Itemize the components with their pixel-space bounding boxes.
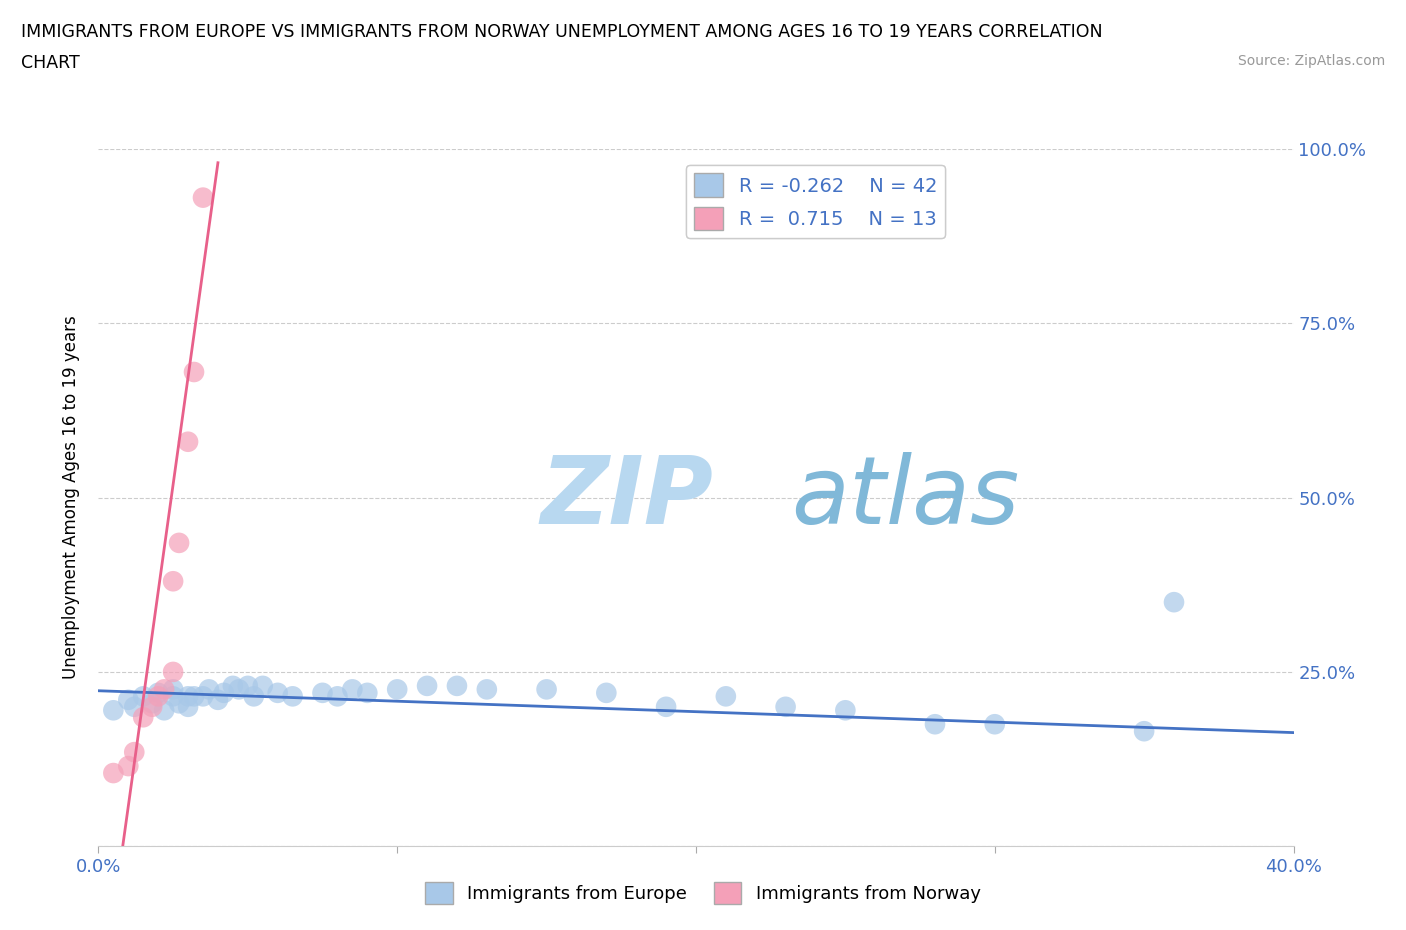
Legend: R = -0.262    N = 42, R =  0.715    N = 13: R = -0.262 N = 42, R = 0.715 N = 13 (686, 166, 945, 238)
Point (132, 689, 155, 704)
Point (191, 191, 214, 206)
Point (162, 665, 184, 680)
Point (1163, 595, 1185, 610)
Point (141, 699, 163, 714)
Point (236, 679, 259, 694)
Point (536, 682, 558, 697)
Point (103, 703, 125, 718)
Point (924, 717, 946, 732)
Point (103, 765, 125, 780)
Text: IMMIGRANTS FROM EUROPE VS IMMIGRANTS FROM NORWAY UNEMPLOYMENT AMONG AGES 16 TO 1: IMMIGRANTS FROM EUROPE VS IMMIGRANTS FRO… (21, 23, 1102, 41)
Point (281, 689, 304, 704)
Point (167, 536, 190, 551)
Point (311, 685, 333, 700)
Point (117, 759, 139, 774)
Text: ZIP: ZIP (540, 452, 713, 543)
Text: atlas: atlas (792, 452, 1019, 543)
Point (984, 717, 1007, 732)
Point (183, 689, 205, 704)
Point (243, 689, 266, 704)
Point (416, 679, 439, 694)
Point (148, 685, 170, 700)
Point (162, 574, 184, 589)
Point (446, 679, 468, 694)
Point (1133, 724, 1156, 738)
Point (167, 696, 190, 711)
Y-axis label: Unemployment Among Ages 16 to 19 years: Unemployment Among Ages 16 to 19 years (62, 315, 80, 680)
Legend: Immigrants from Europe, Immigrants from Norway: Immigrants from Europe, Immigrants from … (418, 875, 988, 911)
Point (834, 703, 856, 718)
Point (775, 699, 797, 714)
Point (212, 685, 235, 700)
Point (177, 689, 200, 704)
Point (124, 699, 146, 714)
Point (191, 689, 214, 704)
Text: Source: ZipAtlas.com: Source: ZipAtlas.com (1237, 54, 1385, 68)
Point (177, 699, 200, 714)
Point (356, 685, 378, 700)
Point (207, 692, 229, 708)
Point (222, 679, 245, 694)
Point (252, 679, 274, 694)
Point (162, 689, 184, 704)
Point (117, 692, 139, 708)
Point (267, 685, 290, 700)
Point (177, 434, 200, 449)
Point (132, 710, 155, 724)
Point (141, 696, 163, 711)
Point (148, 689, 170, 704)
Point (326, 689, 349, 704)
Point (153, 703, 176, 718)
Point (475, 682, 498, 697)
Point (198, 682, 221, 697)
Point (342, 682, 364, 697)
Point (183, 365, 205, 379)
Text: CHART: CHART (21, 54, 80, 72)
Point (385, 682, 409, 697)
Point (714, 689, 737, 704)
Point (153, 682, 176, 697)
Point (655, 699, 678, 714)
Point (162, 682, 184, 697)
Point (595, 685, 617, 700)
Point (124, 745, 146, 760)
Point (228, 682, 250, 697)
